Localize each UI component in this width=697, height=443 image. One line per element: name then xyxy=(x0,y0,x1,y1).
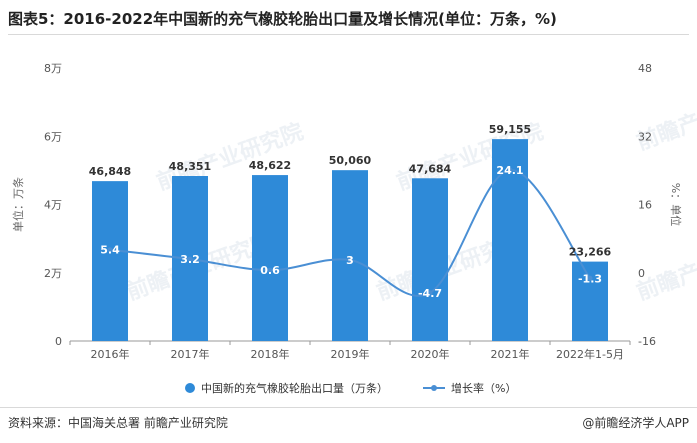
growth-rate-point xyxy=(187,256,193,262)
bar-value-label: 59,155 xyxy=(489,123,531,136)
bar-value-label: 47,684 xyxy=(409,162,452,175)
growth-rate-point xyxy=(427,290,433,296)
x-tick-label: 2017年 xyxy=(171,347,210,361)
legend-line-marker xyxy=(431,385,437,391)
x-tick-label: 2021年 xyxy=(491,347,530,361)
growth-rate-label: -4.7 xyxy=(418,287,442,300)
bar xyxy=(92,181,128,341)
bar-series xyxy=(92,139,608,341)
bar xyxy=(412,178,448,341)
legend: 中国新的充气橡胶轮胎出口量（万条） 增长率（%） xyxy=(185,381,516,395)
watermark-text: 前瞻产业研究院 xyxy=(633,79,697,156)
growth-rate-label: 24.1 xyxy=(496,164,523,177)
x-tick-label: 2022年1-5月 xyxy=(556,347,624,361)
growth-rate-point xyxy=(347,257,353,263)
legend-line-label: 增长率（%） xyxy=(451,381,516,395)
bar xyxy=(492,139,528,341)
watermark-layer: 前瞻产业研究院前瞻产业研究院前瞻产业研究院前瞻产业研究院前瞻产业研究院前瞻产业研… xyxy=(123,79,697,306)
source-note: 资料来源：中国海关总署 前瞻产业研究院 xyxy=(8,416,228,430)
x-tick-label: 2018年 xyxy=(251,347,290,361)
growth-rate-point xyxy=(587,275,593,281)
x-tick-label: 2020年 xyxy=(411,347,450,361)
growth-rate-point xyxy=(267,267,273,273)
y-right-axis-title: %：单位 xyxy=(669,183,683,226)
y-right-tick-label: 32 xyxy=(638,130,652,143)
bar-value-label: 48,351 xyxy=(169,160,211,173)
growth-rate-label: 0.6 xyxy=(260,264,280,277)
legend-bar-label: 中国新的充气橡胶轮胎出口量（万条） xyxy=(201,381,388,395)
growth-rate-label: 5.4 xyxy=(100,244,120,257)
bar-value-label: 23,266 xyxy=(569,246,612,259)
bar xyxy=(252,175,288,341)
bar-value-label: 48,622 xyxy=(249,159,291,172)
growth-rate-point xyxy=(107,247,113,253)
y-left-tick-label: 6万 xyxy=(44,130,62,143)
y-left-tick-label: 2万 xyxy=(44,267,62,280)
y-right-tick-label: 16 xyxy=(638,199,652,212)
chart-title: 图表5：2016-2022年中国新的充气橡胶轮胎出口量及增长情况(单位：万条，%… xyxy=(8,10,557,28)
y-left-tick-label: 0 xyxy=(55,335,62,348)
bar xyxy=(332,170,368,341)
x-tick-label: 2016年 xyxy=(91,347,130,361)
y-left-tick-label: 8万 xyxy=(44,62,62,75)
y-right-tick-label: 0 xyxy=(638,267,645,280)
line-series xyxy=(107,167,593,297)
bar-value-label: 46,848 xyxy=(89,165,131,178)
data-labels: 46,848 48,351 48,622 50,060 47,684 59,155 23,2… xyxy=(89,123,612,300)
growth-rate-label: 3.2 xyxy=(180,253,200,266)
growth-rate-line xyxy=(109,168,591,297)
y-left-axis-title: 单位：万条 xyxy=(11,177,25,232)
growth-rate-point xyxy=(507,167,513,173)
legend-bar-swatch xyxy=(185,383,195,393)
growth-rate-label: -1.3 xyxy=(578,272,602,285)
credit-note: @前瞻经济学人APP xyxy=(582,416,689,430)
bar xyxy=(572,261,608,341)
y-right-tick-label: 48 xyxy=(638,62,652,75)
growth-rate-label: 3 xyxy=(346,254,354,267)
y-left-tick-label: 4万 xyxy=(44,199,62,212)
footer-divider xyxy=(0,407,697,408)
y-right-tick-label: -16 xyxy=(638,335,656,348)
chart: 前瞻产业研究院前瞻产业研究院前瞻产业研究院前瞻产业研究院前瞻产业研究院前瞻产业研… xyxy=(11,62,697,395)
title-divider xyxy=(8,34,689,35)
x-tick-label: 2019年 xyxy=(331,347,370,361)
bar-value-label: 50,060 xyxy=(329,154,372,167)
